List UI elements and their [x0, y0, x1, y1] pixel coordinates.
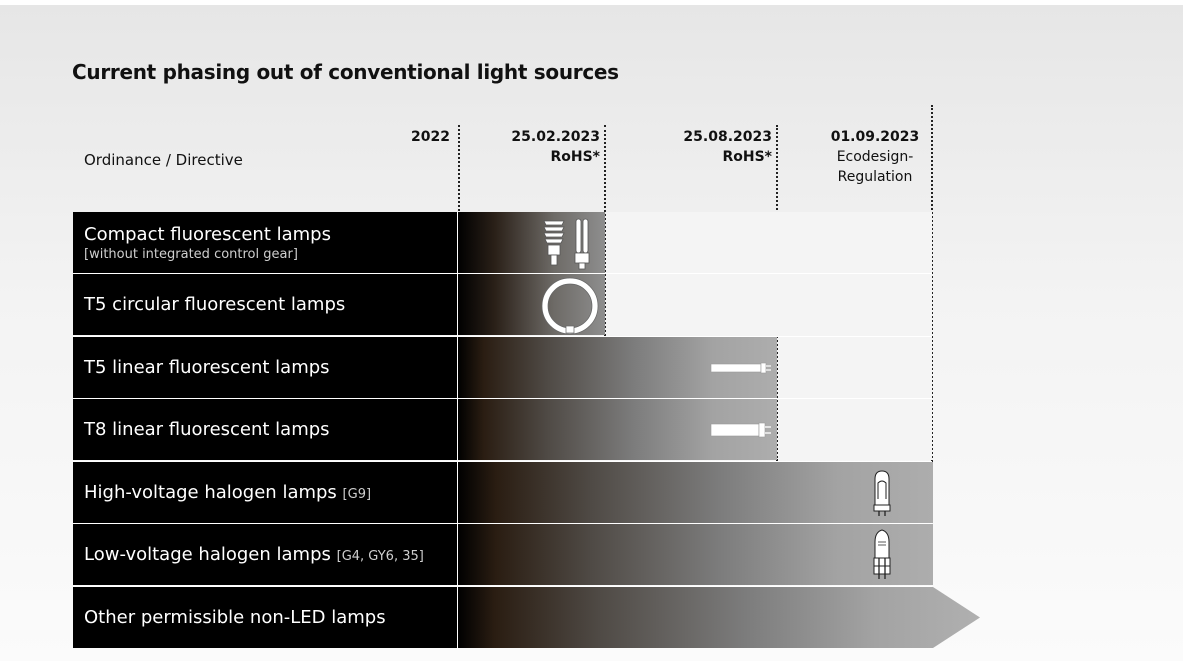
lamp-name: Compact fluorescent lamps	[84, 223, 331, 245]
column-head-feb-2023: 25.02.2023 RoHS*	[480, 127, 600, 167]
column-date: 2022	[411, 129, 450, 145]
row-label: T5 circular fluorescent lamps	[73, 274, 458, 335]
lamp-name-wrap: Low-voltage halogen lamps [G4, GY6, 35]	[84, 544, 458, 565]
page-title: Current phasing out of conventional ligh…	[72, 60, 619, 84]
row-label: High-voltage halogen lamps [G9]	[73, 462, 458, 523]
compact-fluorescent-lamp-icon	[543, 218, 590, 270]
lamp-base-type: [G4, GY6, 35]	[336, 549, 424, 564]
column-directive: RoHS*	[722, 149, 772, 165]
lamp-row-other-non-led: Other permissible non-LED lamps	[73, 587, 983, 648]
empty-cells-row-2	[606, 274, 932, 335]
lamp-row-t8-linear: T8 linear fluorescent lamps	[73, 399, 777, 460]
label-column-divider	[457, 212, 458, 649]
row-separator	[73, 336, 932, 337]
circular-fluorescent-lamp-icon	[541, 277, 599, 335]
column-directive-line1: Ecodesign-	[836, 149, 914, 165]
phase-out-bar	[458, 462, 933, 523]
deadline-line-2022	[458, 125, 460, 215]
row-separator	[73, 398, 932, 399]
column-directive-line2: Regulation	[837, 169, 913, 185]
lamp-name: Low-voltage halogen lamps	[84, 544, 331, 565]
deadline-line-sep-2023	[931, 105, 933, 462]
lamp-name: T5 linear fluorescent lamps	[84, 357, 330, 378]
lamp-row-t5-circular: T5 circular fluorescent lamps	[73, 274, 605, 335]
column-date: 01.09.2023	[830, 129, 920, 145]
row-label: Compact fluorescent lamps [without integ…	[73, 212, 458, 273]
row-label: Other permissible non-LED lamps	[73, 587, 458, 648]
t8-linear-tube-icon	[710, 422, 771, 438]
empty-cells-row-4	[778, 399, 932, 460]
lamp-row-compact-fluorescent: Compact fluorescent lamps [without integ…	[73, 212, 605, 273]
t5-linear-tube-icon	[710, 362, 771, 374]
row-separator	[73, 273, 932, 274]
lamp-name: T8 linear fluorescent lamps	[84, 419, 330, 440]
row-label: T8 linear fluorescent lamps	[73, 399, 458, 460]
lamp-row-low-voltage-halogen: Low-voltage halogen lamps [G4, GY6, 35]	[73, 524, 933, 585]
column-date: 25.08.2023	[683, 129, 772, 145]
empty-cells-row-1	[606, 212, 932, 273]
phase-out-bar	[458, 524, 933, 585]
top-band	[0, 0, 1183, 5]
header-row-label: Ordinance / Directive	[84, 151, 243, 169]
column-directive: RoHS*	[550, 149, 600, 165]
lamp-note: [without integrated control gear]	[84, 246, 298, 262]
lamp-base-type: [G9]	[342, 487, 372, 502]
row-separator	[73, 461, 932, 462]
lamp-row-t5-linear: T5 linear fluorescent lamps	[73, 337, 777, 398]
g9-halogen-capsule-icon	[873, 470, 891, 516]
lamp-name: Other permissible non-LED lamps	[84, 607, 386, 628]
lamp-name: High-voltage halogen lamps	[84, 482, 337, 503]
column-head-2022: 2022	[380, 127, 450, 147]
row-label: Low-voltage halogen lamps [G4, GY6, 35]	[73, 524, 458, 585]
column-head-aug-2023: 25.08.2023 RoHS*	[652, 127, 772, 167]
empty-cells-row-3	[778, 337, 932, 398]
column-head-sep-2023: 01.09.2023 Ecodesign- Regulation	[815, 127, 935, 187]
lamp-row-high-voltage-halogen: High-voltage halogen lamps [G9]	[73, 462, 933, 523]
row-separator	[73, 586, 932, 587]
g4-halogen-capsule-icon	[873, 529, 891, 579]
lamp-name: T5 circular fluorescent lamps	[84, 294, 346, 315]
row-separator	[73, 523, 932, 524]
arrow-icon	[458, 587, 980, 648]
column-date: 25.02.2023	[511, 129, 600, 145]
deadline-line-feb-2023	[604, 125, 606, 336]
row-label: T5 linear fluorescent lamps	[73, 337, 458, 398]
lamp-name-wrap: High-voltage halogen lamps [G9]	[84, 482, 458, 503]
